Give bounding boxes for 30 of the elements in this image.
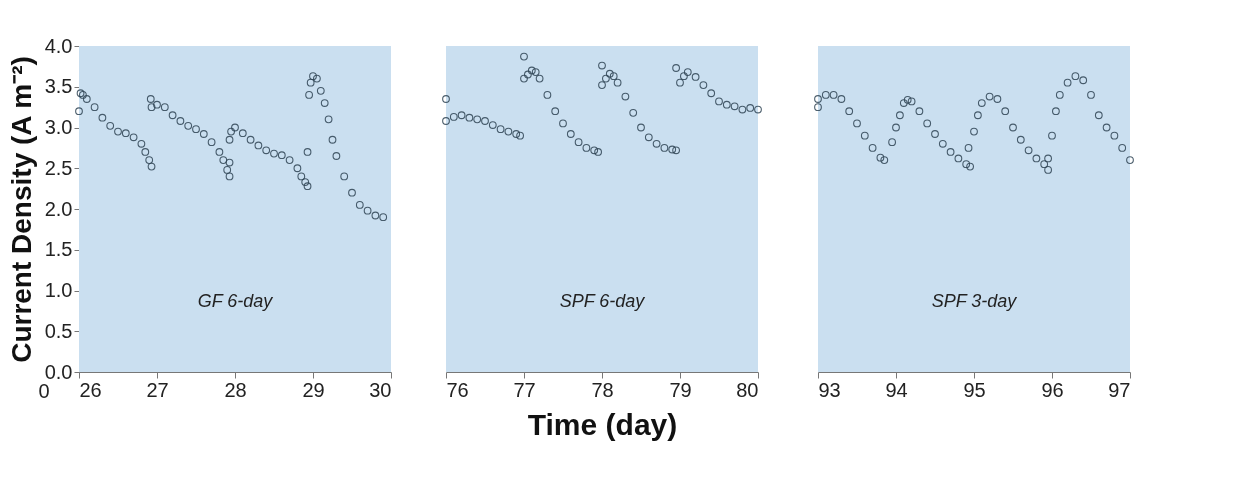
- y-tick-label: 0.5: [44, 319, 73, 342]
- x-tick-label: 94: [885, 378, 908, 401]
- x-tick-label: 78: [591, 378, 614, 401]
- x-tick-label: 30: [369, 378, 392, 401]
- y-tick-label: 2.0: [44, 197, 73, 220]
- x-tick-label: 28: [224, 378, 247, 401]
- band-label: GF 6-day: [197, 291, 274, 311]
- band-label: SPF 6-day: [559, 291, 646, 311]
- x-tick-label: 26: [79, 378, 102, 401]
- x-tick-label: 79: [669, 378, 692, 401]
- x-tick-label: 97: [1108, 378, 1131, 401]
- y-axis-title: Current Density (A m⁻²): [5, 56, 37, 363]
- x-tick-label: 76: [446, 378, 469, 401]
- y-tick-label: 3.5: [44, 75, 73, 98]
- y-tick-label: 0.0: [44, 360, 73, 383]
- x-tick-label: 80: [736, 378, 759, 401]
- y-tick-label: 3.0: [44, 116, 73, 138]
- y-tick-label: 4.0: [44, 34, 73, 57]
- x-tick-label: 96: [1041, 378, 1064, 401]
- x-tick-label: 95: [963, 378, 986, 401]
- x-axis-title: Time (day): [527, 407, 678, 441]
- y-tick-label: 2.5: [44, 156, 73, 179]
- y-tick-label: 1.0: [44, 279, 73, 301]
- band-label: SPF 3-day: [931, 291, 1018, 311]
- text: 0: [38, 380, 50, 402]
- x-tick-label: 93: [818, 378, 841, 401]
- y-tick-label: 1.5: [44, 238, 73, 261]
- x-tick-label: 77: [513, 378, 536, 401]
- x-tick-label: 29: [302, 378, 325, 401]
- x-tick-label: 27: [146, 378, 169, 401]
